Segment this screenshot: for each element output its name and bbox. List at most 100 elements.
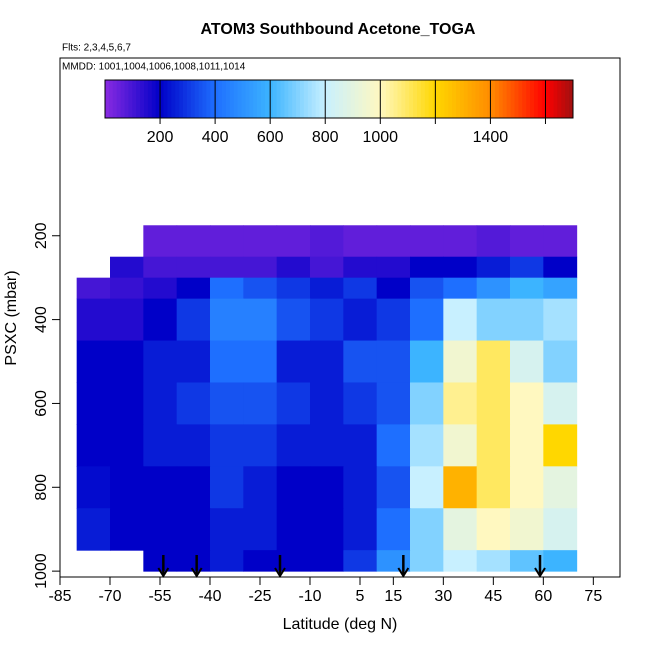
heat-cell (510, 256, 544, 279)
heat-cell (443, 382, 478, 425)
heat-cell (143, 298, 178, 342)
colorbar-segment (358, 80, 363, 118)
heat-cell (143, 256, 178, 279)
heat-cell (410, 424, 444, 467)
colorbar-segment (163, 80, 168, 118)
colorbar-segment (284, 80, 289, 118)
y-tick-label: 600 (33, 390, 50, 417)
heat-cell (476, 225, 511, 258)
heat-cell (376, 550, 411, 572)
heat-cell (110, 424, 144, 467)
heat-cell (210, 298, 244, 342)
y-axis-label: PSXC (mbar) (3, 270, 20, 365)
heat-cell (410, 340, 444, 383)
colorbar-segment (233, 80, 239, 118)
heat-cell (376, 256, 411, 279)
heat-cell (543, 550, 578, 572)
heat-cell (243, 382, 278, 425)
x-tick-label: 60 (534, 588, 552, 605)
heat-cell (276, 277, 311, 300)
heat-cell (443, 424, 478, 467)
heat-cell (476, 508, 511, 551)
heat-cell (310, 508, 344, 551)
heat-cell (243, 340, 278, 383)
heat-cell (510, 508, 544, 551)
colorbar-segment (319, 80, 324, 118)
heat-cell (376, 298, 411, 342)
heat-cell (76, 340, 111, 383)
heat-cell (476, 256, 511, 279)
heat-cell (543, 340, 578, 383)
heat-cell (310, 298, 344, 342)
colorbar-segment (526, 80, 531, 118)
colorbar-segment (370, 80, 375, 118)
colorbar-segment (452, 80, 457, 118)
colorbar-segment (241, 80, 246, 118)
x-tick-label: -70 (98, 588, 121, 605)
x-tick-label: 5 (356, 588, 365, 605)
heat-cell (276, 298, 311, 342)
colorbar-segment (381, 80, 387, 118)
colorbar-segment (120, 80, 125, 118)
colorbar-segment (541, 80, 547, 118)
heat-cell (376, 277, 411, 300)
arrow-head (534, 567, 546, 578)
heat-cell (76, 508, 111, 551)
colorbar-segment (136, 80, 141, 118)
heat-cell (443, 225, 478, 258)
colorbar-segment (385, 80, 391, 118)
heat-cell (176, 277, 211, 300)
colorbar-segment (264, 80, 270, 118)
colorbar-segment (483, 80, 488, 118)
colorbar-segment (257, 80, 262, 118)
colorbar-segment (292, 80, 297, 118)
colorbar-segment (218, 80, 223, 118)
colorbar-segment (549, 80, 554, 118)
heat-cell (210, 340, 244, 383)
heat-cell (476, 424, 511, 467)
colorbar-segment (198, 80, 203, 118)
colorbar-segment (105, 80, 110, 118)
chart-title: ATOM3 Southbound Acetone_TOGA (201, 21, 476, 38)
heat-cell (543, 466, 578, 509)
heat-cell (443, 508, 478, 551)
heat-cell (376, 508, 411, 551)
heat-cell (176, 550, 211, 572)
colorbar-tick-label: 1000 (362, 129, 398, 146)
colorbar-tick-label: 600 (257, 129, 284, 146)
heat-cell (343, 424, 378, 467)
colorbar-segment (214, 80, 219, 118)
heat-cell (276, 225, 311, 258)
heat-cell (443, 277, 478, 300)
heat-cell (376, 466, 411, 509)
colorbar-segment (522, 80, 527, 118)
colorbar-segment (276, 80, 281, 118)
heat-cell (343, 382, 378, 425)
colorbar-segment (432, 80, 437, 118)
heat-cell (410, 277, 444, 300)
colorbar-frame (104, 79, 574, 119)
colorbar-segment (448, 80, 453, 118)
heat-cell (376, 225, 411, 258)
colorbar-segment (112, 80, 118, 118)
arrow-head (157, 567, 170, 578)
colorbar-segment (245, 80, 250, 118)
colorbar-segment (557, 80, 562, 118)
heat-cell (276, 382, 311, 425)
heat-cell (143, 550, 178, 572)
heat-cell (510, 550, 544, 572)
heat-cell (343, 466, 378, 509)
colorbar-segment (420, 80, 426, 118)
heat-cell (210, 382, 244, 425)
arrow-head (190, 567, 203, 578)
colorbar-segment (268, 80, 274, 118)
heat-cell (310, 382, 344, 425)
heat-cell (176, 466, 211, 509)
colorbar-segment (288, 80, 293, 118)
colorbar-segment (389, 80, 395, 118)
colorbar-segment (140, 80, 145, 118)
heat-cell (76, 298, 111, 342)
heat-cell (443, 256, 478, 279)
colorbar-segment (409, 80, 414, 118)
colorbar-segment (362, 80, 367, 118)
